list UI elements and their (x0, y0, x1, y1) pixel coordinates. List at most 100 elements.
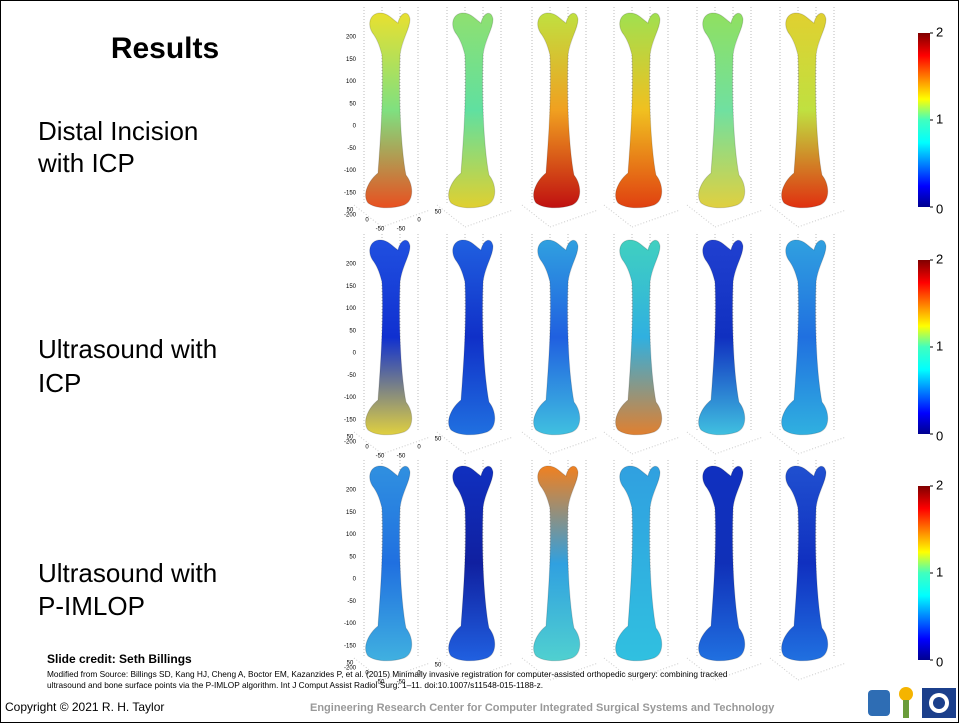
row-label: Ultrasound with (38, 334, 217, 364)
plot-edge (631, 436, 681, 455)
colorbar-tick-label: 1 (936, 564, 943, 579)
y-tick-label: 0 (417, 671, 421, 677)
slide-title: Results (111, 32, 219, 65)
bone (781, 12, 829, 209)
z-tick-label: 100 (346, 532, 357, 538)
result-row: Ultrasound withICP200150100500-50-100-15… (38, 234, 943, 460)
row-label: with ICP (37, 148, 135, 178)
plot-edge (797, 436, 847, 455)
plot-edge (797, 209, 847, 228)
plot-edge (464, 209, 514, 228)
bone (448, 465, 496, 662)
x-tick-label: -50 (376, 680, 385, 686)
z-tick-label: -100 (344, 621, 357, 627)
colorbar-tick-label: 2 (936, 24, 943, 39)
bone (615, 12, 663, 209)
bone-plot (353, 234, 431, 455)
bone (615, 465, 663, 662)
z-tick-label: 0 (353, 124, 357, 130)
plot-edge (549, 436, 599, 455)
credit: Slide credit: Seth Billings (47, 652, 192, 666)
z-tick-label: 150 (346, 57, 357, 63)
plot-edge (381, 436, 431, 455)
x-tick-label: 50 (347, 208, 354, 214)
plot-edge (797, 662, 847, 681)
z-tick-label: 150 (346, 284, 357, 290)
x-tick-label: 0 (365, 445, 369, 451)
z-tick-label: 50 (349, 101, 356, 107)
colorbar-tick-label: 2 (936, 477, 943, 492)
y-tick-label: 50 (435, 663, 442, 669)
bone-plot (521, 234, 599, 455)
bone (365, 465, 413, 662)
plot-edge (549, 662, 599, 681)
colorbar-tick-label: 0 (936, 428, 943, 443)
z-tick-label: 50 (349, 554, 356, 560)
row-label: Distal Incision (38, 116, 198, 146)
z-tick-label: 100 (346, 306, 357, 312)
row-label: ICP (38, 368, 81, 398)
colorbar-tick-label: 0 (936, 654, 943, 669)
bone-plot (436, 460, 514, 681)
colorbar-tick-label: 1 (936, 338, 943, 353)
y-tick-label: -50 (397, 680, 406, 686)
colorbar (918, 260, 930, 434)
plot-edge (631, 662, 681, 681)
colorbar-tick-label: 1 (936, 111, 943, 126)
plot-edge (381, 209, 431, 228)
z-tick-label: 200 (346, 262, 357, 268)
bone-plot (353, 460, 431, 681)
z-tick-label: -200 (344, 440, 357, 446)
bone-plot (686, 7, 764, 228)
y-tick-label: 0 (417, 445, 421, 451)
z-tick-label: 200 (346, 488, 357, 494)
z-tick-label: -200 (344, 213, 357, 219)
z-tick-label: 150 (346, 510, 357, 516)
z-tick-label: -200 (344, 666, 357, 672)
y-tick-label: -50 (397, 454, 406, 460)
bone (615, 239, 663, 436)
z-tick-label: -150 (344, 643, 357, 649)
z-tick-label: -150 (344, 190, 357, 196)
x-tick-label: -50 (376, 227, 385, 233)
result-row: Ultrasound withP-IMLOP200150100500-50-10… (38, 460, 943, 686)
z-tick-label: 100 (346, 79, 357, 85)
z-tick-label: -50 (347, 599, 356, 605)
bone (533, 465, 581, 662)
z-tick-label: 0 (353, 351, 357, 357)
bone (448, 239, 496, 436)
plot-edge (714, 662, 764, 681)
bone (698, 465, 746, 662)
plot-edge (631, 209, 681, 228)
bone (698, 12, 746, 209)
bone-plot (521, 460, 599, 681)
logos (868, 687, 956, 718)
y-tick-label: 50 (435, 437, 442, 443)
x-tick-label: 0 (365, 671, 369, 677)
bone (365, 12, 413, 209)
bone-plot (769, 7, 847, 228)
colorbar-tick-label: 0 (936, 201, 943, 216)
citation-line: ultrasound and bone surface points via t… (47, 680, 543, 690)
bone (698, 239, 746, 436)
bone-plot (603, 460, 681, 681)
bone (781, 239, 829, 436)
bone (448, 12, 496, 209)
y-tick-label: -50 (397, 227, 406, 233)
plot-edge (381, 662, 431, 681)
z-tick-label: 200 (346, 35, 357, 41)
bone-plot (521, 7, 599, 228)
bone-plot (686, 234, 764, 455)
bone-plot (436, 234, 514, 455)
colorbar (918, 33, 930, 207)
row-label: Ultrasound with (38, 558, 217, 588)
plot-edge (714, 209, 764, 228)
z-tick-label: -50 (347, 146, 356, 152)
row-label: P-IMLOP (38, 591, 145, 621)
x-tick-label: 50 (347, 435, 354, 441)
bone-plot (436, 7, 514, 228)
z-tick-label: -100 (344, 168, 357, 174)
bone (533, 239, 581, 436)
